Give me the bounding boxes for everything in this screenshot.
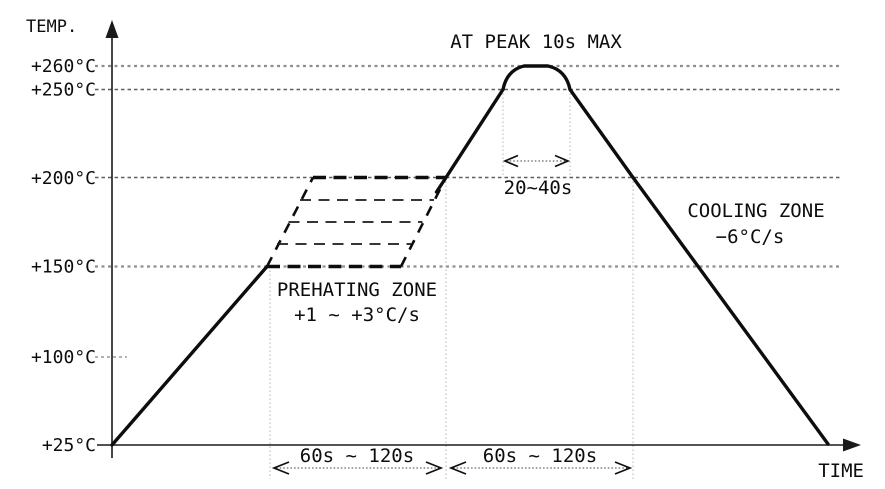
profile-curve (110, 64, 830, 447)
x-axis-arrowhead-icon (843, 438, 861, 452)
reflow-duration-label: 60s ~ 120s (483, 445, 597, 467)
duration-arrows (271, 461, 633, 475)
peak-label: AT PEAK 10s MAX (450, 31, 622, 53)
gridlines (95, 64, 840, 358)
reflow-duration-left-head-icon (448, 461, 467, 475)
tick-label-260c: +260°C (31, 56, 96, 77)
preheat-zone-title: PREHATING ZONE (277, 279, 437, 301)
vertical-guides (269, 89, 634, 479)
curve-peak-and-cooling (434, 64, 830, 446)
tick-label-150c: +150°C (31, 257, 96, 278)
labels: TEMP. +260°C +250°C +200°C +150°C +100°C… (26, 17, 864, 482)
cooling-zone-title: COOLING ZONE (687, 200, 824, 222)
preheat-duration-left-head-icon (271, 461, 290, 475)
tick-label-100c: +100°C (31, 347, 96, 368)
preheat-band-right-edge (399, 176, 448, 268)
preheat-duration-label: 60s ~ 120s (300, 445, 414, 467)
preheat-band-left-edge (265, 176, 315, 268)
preheat-duration-right-head-icon (425, 461, 444, 475)
dwell-arrow-left-head-icon (502, 154, 519, 168)
tick-label-250c: +250°C (31, 80, 96, 101)
tick-label-200c: +200°C (31, 168, 96, 189)
curve-initial-ramp (110, 264, 269, 447)
dwell-label: 20~40s (504, 177, 573, 199)
y-axis-arrowhead-icon (105, 20, 119, 38)
axes (97, 20, 861, 458)
y-axis-title: TEMP. (26, 17, 77, 37)
x-axis-title: TIME (818, 460, 864, 482)
tick-label-25c: +25°C (42, 435, 96, 456)
dwell-arrow (502, 154, 571, 168)
preheat-zone-rate: +1 ~ +3°C/s (294, 304, 420, 326)
cooling-zone-rate: −6°C/s (716, 226, 785, 248)
reflow-duration-right-head-icon (614, 461, 633, 475)
preheat-band (265, 175, 448, 269)
dwell-arrow-right-head-icon (554, 154, 571, 168)
